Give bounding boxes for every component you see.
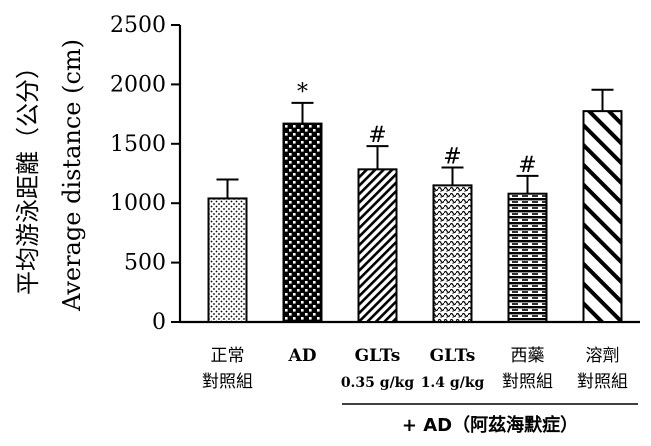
significance-mark: # <box>518 153 536 178</box>
category-label-line1: 溶劑 <box>586 346 620 366</box>
significance-mark: # <box>443 145 461 170</box>
significance-mark: * <box>297 80 308 105</box>
category-label-line1: GLTs <box>355 346 401 366</box>
category-label-line2: 對照組 <box>577 372 628 392</box>
y-axis-title-english: Average distance (cm) <box>58 39 86 312</box>
ad-group-bracket: + AD（阿茲海默症） <box>342 403 638 436</box>
y-axis-title-chinese: 平均游泳距離（公分） <box>14 55 42 295</box>
significance-mark: # <box>368 123 386 148</box>
category-label-line1: GLTs <box>430 346 476 366</box>
bar <box>282 122 323 323</box>
bar <box>432 184 473 323</box>
bar <box>357 168 398 323</box>
category-label-line1: AD <box>288 346 317 366</box>
category-label-line1: 西藥 <box>511 346 545 366</box>
axes <box>178 25 640 324</box>
bar <box>207 197 248 323</box>
category-label-line2: 0.35 g/kg <box>341 375 415 391</box>
bracket-label: + AD（阿茲海默症） <box>402 414 578 436</box>
y-tick-label: 2000 <box>110 72 166 97</box>
significance-marks: * # # # <box>297 80 537 178</box>
y-tick-label: 2500 <box>110 13 166 38</box>
y-ticks: 0 500 1000 1500 2000 2500 <box>110 13 180 335</box>
y-tick-label: 1500 <box>110 132 166 157</box>
bar <box>582 110 623 323</box>
category-label-line1: 正常 <box>211 346 245 366</box>
category-label-line2: 對照組 <box>202 372 253 392</box>
y-tick-label: 0 <box>152 310 166 335</box>
bars <box>207 110 623 323</box>
y-tick-label: 1000 <box>110 191 166 216</box>
category-label-line2: 對照組 <box>502 372 553 392</box>
error-bars <box>216 88 614 199</box>
category-label-line2: 1.4 g/kg <box>421 375 485 391</box>
y-tick-label: 500 <box>124 251 166 276</box>
bar <box>507 192 548 323</box>
